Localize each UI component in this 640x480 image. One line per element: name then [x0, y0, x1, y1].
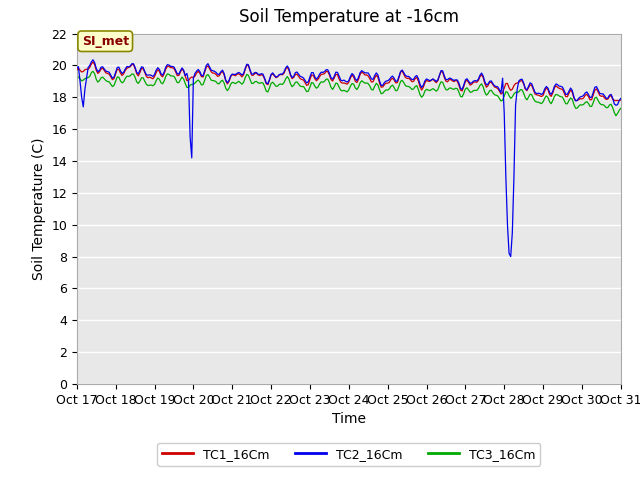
- TC2_16Cm: [500, 110, 508, 116]
- TC1_16Cm: [89, 59, 97, 65]
- Y-axis label: Soil Temperature (C): Soil Temperature (C): [31, 138, 45, 280]
- TC3_16Cm: [374, 82, 382, 88]
- X-axis label: Time: Time: [332, 412, 366, 426]
- TC2_16Cm: [489, 81, 497, 86]
- TC3_16Cm: [617, 106, 625, 111]
- Line: TC3_16Cm: TC3_16Cm: [77, 72, 621, 116]
- TC1_16Cm: [572, 97, 579, 103]
- Title: Soil Temperature at -16cm: Soil Temperature at -16cm: [239, 9, 459, 26]
- Line: TC1_16Cm: TC1_16Cm: [77, 62, 621, 100]
- TC1_16Cm: [84, 66, 92, 72]
- TC1_16Cm: [500, 85, 508, 91]
- TC2_16Cm: [73, 65, 81, 71]
- TC2_16Cm: [243, 61, 251, 67]
- TC1_16Cm: [617, 97, 625, 103]
- TC1_16Cm: [507, 87, 515, 93]
- TC3_16Cm: [507, 96, 515, 101]
- Line: TC2_16Cm: TC2_16Cm: [77, 60, 621, 257]
- TC3_16Cm: [73, 76, 81, 82]
- TC2_16Cm: [374, 72, 382, 78]
- TC1_16Cm: [73, 67, 81, 73]
- TC3_16Cm: [84, 75, 92, 81]
- TC3_16Cm: [89, 69, 97, 74]
- TC2_16Cm: [509, 230, 516, 236]
- TC2_16Cm: [507, 254, 515, 260]
- Text: SI_met: SI_met: [82, 35, 129, 48]
- TC2_16Cm: [617, 96, 625, 101]
- TC2_16Cm: [84, 65, 92, 71]
- TC3_16Cm: [489, 90, 497, 96]
- TC3_16Cm: [500, 93, 508, 99]
- TC3_16Cm: [243, 72, 251, 77]
- TC1_16Cm: [374, 74, 382, 80]
- TC2_16Cm: [89, 57, 97, 63]
- TC1_16Cm: [489, 82, 497, 87]
- TC3_16Cm: [612, 113, 620, 119]
- TC1_16Cm: [243, 62, 251, 68]
- Legend: TC1_16Cm, TC2_16Cm, TC3_16Cm: TC1_16Cm, TC2_16Cm, TC3_16Cm: [157, 443, 540, 466]
